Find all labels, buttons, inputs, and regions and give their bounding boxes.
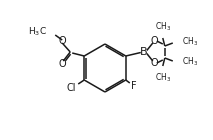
Text: Cl: Cl (66, 83, 76, 93)
Text: B: B (140, 47, 148, 57)
Text: H$_3$C: H$_3$C (28, 26, 47, 38)
Text: F: F (131, 81, 137, 91)
Text: O: O (151, 58, 159, 68)
Text: O: O (151, 36, 159, 46)
Text: CH$_3$: CH$_3$ (155, 71, 171, 83)
Text: CH$_3$: CH$_3$ (155, 20, 171, 33)
Text: O: O (58, 36, 66, 46)
Text: CH$_3$: CH$_3$ (182, 56, 198, 68)
Text: O: O (58, 59, 66, 69)
Text: CH$_3$: CH$_3$ (182, 36, 198, 48)
